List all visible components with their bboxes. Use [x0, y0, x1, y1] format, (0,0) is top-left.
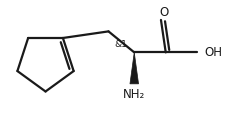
- Text: OH: OH: [205, 46, 223, 59]
- Text: O: O: [159, 6, 169, 19]
- Polygon shape: [130, 52, 139, 84]
- Text: NH₂: NH₂: [123, 88, 145, 101]
- Text: &1: &1: [115, 40, 127, 49]
